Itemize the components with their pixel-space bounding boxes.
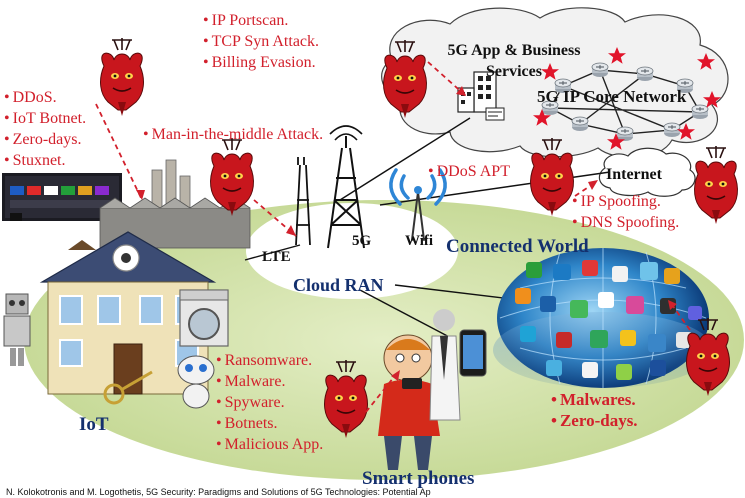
internet-label: Internet: [606, 166, 662, 183]
5g-tower-icon: [327, 125, 365, 249]
smartphone-icon: [429, 309, 487, 421]
internet-attack-item: DNS Spoofing.: [572, 212, 680, 233]
connected-world-label: Connected World: [446, 236, 589, 257]
robot-left-icon: [3, 293, 31, 366]
core-attack-list: IP Portscan. TCP Syn Attack. Billing Eva…: [203, 10, 319, 73]
mitm-attack-label: Man-in-the-middle Attack.: [143, 124, 324, 145]
device-malware-item: Ransomware.: [216, 350, 323, 371]
internet-attack-list: IP Spoofing. DNS Spoofing.: [572, 191, 680, 233]
device-malware-item: Malicious App.: [216, 434, 324, 455]
iot-attack-item: IoT Botnet.: [4, 108, 86, 129]
person-icon: [378, 334, 440, 470]
iot-attack-item: Stuxnet.: [4, 150, 86, 171]
core-attack-item: IP Portscan.: [203, 10, 319, 31]
core-attack-item: Billing Evasion.: [203, 52, 319, 73]
device-malware-item: Spyware.: [216, 392, 323, 413]
key-lock-icon: [103, 370, 153, 405]
washing-machine-icon: [179, 289, 229, 347]
wifi-icon: [389, 168, 447, 241]
iot-attack-item: Zero-days.: [4, 129, 86, 150]
device-malware-list: Ransomware. Malware. Spyware. Botnets. M…: [216, 350, 324, 455]
ddos-apt-label: DDoS APT: [428, 161, 510, 182]
caption-fragment: N. Kolokotronis and M. Logothetis, 5G Se…: [6, 488, 431, 497]
attack-arrowheads: [136, 86, 677, 381]
core-attack-item: TCP Syn Attack.: [203, 31, 319, 52]
smart-phones-label: Smart phones: [362, 468, 475, 489]
core-network-label: 5G IP Core Network: [537, 87, 687, 106]
connected-threat-item: Zero-days.: [551, 410, 638, 431]
cloud-ran-label: Cloud RAN: [293, 275, 384, 295]
iot-label: IoT: [79, 414, 109, 435]
robot-right-icon: [177, 355, 215, 409]
lte-tower-icon: [295, 157, 311, 246]
iot-attack-list: DDoS. IoT Botnet. Zero-days. Stuxnet.: [4, 87, 86, 171]
5g-label: 5G: [352, 233, 372, 249]
devil-attacker-icon: [209, 137, 255, 217]
devil-attacker-icon: [693, 145, 739, 225]
mitm-attack-item: Man-in-the-middle Attack.: [143, 124, 324, 145]
lte-label: LTE: [262, 249, 291, 265]
connected-threat-item: Malwares.: [551, 389, 638, 410]
app-services-label: 5G App & Business Services: [447, 42, 581, 80]
internet-cloud: [598, 147, 696, 197]
device-malware-item: Botnets.: [216, 413, 323, 434]
iot-attack-item: DDoS.: [4, 87, 86, 108]
devil-attacker-icon: [99, 37, 145, 117]
internet-attack-item: IP Spoofing.: [572, 191, 679, 212]
connected-threat-list: Malwares. Zero-days.: [551, 389, 638, 431]
wifi-label: Wifi: [405, 233, 434, 249]
globe-network-icon: [493, 248, 713, 388]
cloud-ran-ellipse: [246, 203, 458, 299]
device-malware-item: Malware.: [216, 371, 323, 392]
ddos-apt-item: DDoS APT: [428, 161, 510, 182]
core-network-links: [549, 69, 701, 135]
